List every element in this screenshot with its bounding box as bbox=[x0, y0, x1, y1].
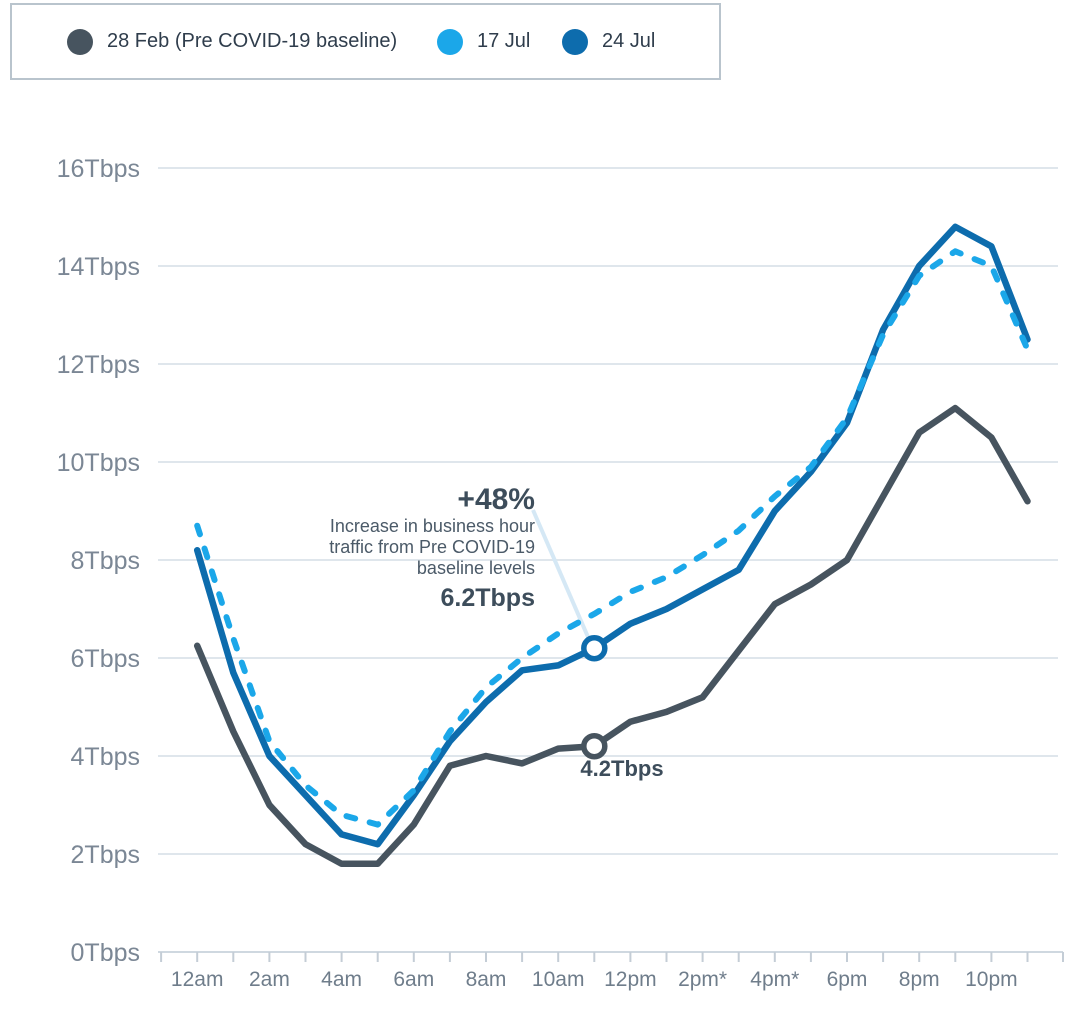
point-marker-28-feb bbox=[581, 732, 608, 760]
legend-item-17-jul[interactable]: 17 Jul bbox=[437, 5, 530, 78]
y-axis-label: 0Tbps bbox=[71, 939, 140, 967]
annotation-leader-line bbox=[531, 509, 590, 638]
y-axis-label: 12Tbps bbox=[57, 351, 140, 379]
x-axis-label: 6pm bbox=[827, 968, 868, 991]
legend-item-28-feb[interactable]: 28 Feb (Pre COVID-19 baseline) bbox=[67, 5, 397, 78]
y-axis-label: 16Tbps bbox=[57, 155, 140, 183]
y-axis-label: 14Tbps bbox=[57, 253, 140, 281]
point-marker-24-jul bbox=[581, 634, 608, 662]
legend-label-17-jul: 17 Jul bbox=[477, 30, 531, 52]
x-axis-label: 4am bbox=[321, 968, 362, 991]
y-axis-label: 6Tbps bbox=[71, 645, 140, 673]
series-line-28-feb-baseline bbox=[193, 404, 1031, 868]
legend: 28 Feb (Pre COVID-19 baseline) 17 Jul 24… bbox=[10, 3, 721, 80]
legend-label-28-feb: 28 Feb (Pre COVID-19 baseline) bbox=[107, 30, 398, 52]
x-axis-label: 8am bbox=[466, 968, 507, 991]
legend-label-24-jul: 24 Jul bbox=[602, 30, 656, 52]
series-line-17-jul bbox=[194, 248, 1031, 828]
x-axis-label: 2pm* bbox=[678, 968, 727, 991]
legend-item-24-jul[interactable]: 24 Jul bbox=[562, 5, 655, 78]
x-axis-label: 8pm bbox=[899, 968, 940, 991]
x-axis-label: 12am bbox=[171, 968, 224, 991]
x-axis-label: 6am bbox=[393, 968, 434, 991]
y-axis-label: 8Tbps bbox=[71, 547, 140, 575]
y-axis-label: 2Tbps bbox=[71, 841, 140, 869]
legend-marker-24-jul-icon bbox=[562, 28, 588, 55]
x-axis-label: 10am bbox=[532, 968, 585, 991]
x-axis-label: 4pm* bbox=[750, 968, 799, 991]
legend-marker-28-feb-icon bbox=[67, 28, 93, 55]
x-axis-label: 2am bbox=[249, 968, 290, 991]
y-axis-label: 10Tbps bbox=[57, 449, 140, 477]
y-axis-label: 4Tbps bbox=[71, 743, 140, 771]
x-axis-label: 10pm bbox=[965, 968, 1018, 991]
legend-marker-17-jul-icon bbox=[437, 28, 463, 55]
series-line-24-jul bbox=[193, 223, 1031, 848]
x-axis-label: 12pm bbox=[604, 968, 657, 991]
